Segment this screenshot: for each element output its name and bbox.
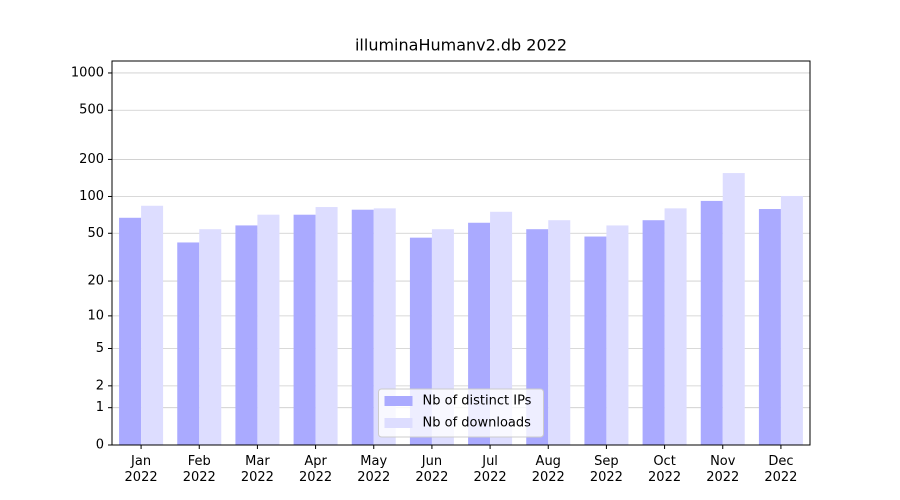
bar <box>373 208 396 445</box>
legend-box <box>378 388 544 438</box>
y-tick-label: 50 <box>87 226 104 241</box>
legend: Nb of distinct IPs Nb of downloads <box>378 388 544 438</box>
bar <box>119 217 142 445</box>
x-tick-label: Aug 2022 <box>532 454 565 485</box>
bar <box>722 173 745 445</box>
bar <box>700 200 723 445</box>
chart-title: illuminaHumanv2.db 2022 <box>355 36 567 55</box>
x-tick-label: Feb 2022 <box>183 454 216 485</box>
x-tick-label: Jun 2022 <box>415 454 448 485</box>
bar <box>199 229 222 445</box>
x-tick-label: May 2022 <box>357 454 390 485</box>
y-tick-label: 0 <box>96 438 104 453</box>
bar <box>780 195 803 445</box>
x-tick-label: Apr 2022 <box>299 454 332 485</box>
y-tick-label: 500 <box>79 103 104 118</box>
x-tick-label: Mar 2022 <box>241 454 274 485</box>
y-tick-label: 2 <box>96 378 104 393</box>
plot-frame <box>111 60 811 446</box>
x-tick-label: Jan 2022 <box>125 454 158 485</box>
bar <box>664 208 687 445</box>
bar <box>315 207 338 445</box>
legend-swatch <box>384 418 413 428</box>
bar <box>606 225 629 445</box>
bar <box>490 211 513 445</box>
y-tick-label: 1000 <box>71 65 104 80</box>
y-tick-label: 100 <box>79 189 104 204</box>
y-tick-label: 20 <box>87 274 104 289</box>
bar <box>758 209 781 445</box>
legend-swatch <box>384 396 413 406</box>
bar <box>293 214 316 445</box>
x-tick-label: Jul 2022 <box>474 454 507 485</box>
axes: 0 1 2 5 10 20 50 100 200 500 1000 Jan 2022 Feb 2022 Mar… <box>71 65 798 484</box>
x-tick-label: Nov 2022 <box>706 454 739 485</box>
legend-label: Nb of downloads <box>423 416 532 431</box>
x-tick-label: Dec 2022 <box>764 454 797 485</box>
bar <box>141 205 164 445</box>
bar <box>257 214 280 445</box>
y-tick-label: 5 <box>96 341 104 356</box>
bar <box>548 220 571 445</box>
bar <box>351 209 374 445</box>
x-tick-label: Oct 2022 <box>648 454 681 485</box>
y-tick-label: 200 <box>79 152 104 167</box>
x-tick-label: Sep 2022 <box>590 454 623 485</box>
bar <box>177 242 200 445</box>
bar <box>235 225 258 445</box>
y-tick-label: 10 <box>87 308 104 323</box>
y-tick-label: 1 <box>96 400 104 415</box>
legend-label: Nb of distinct IPs <box>423 394 532 409</box>
bar <box>584 236 607 445</box>
bar <box>642 220 665 445</box>
